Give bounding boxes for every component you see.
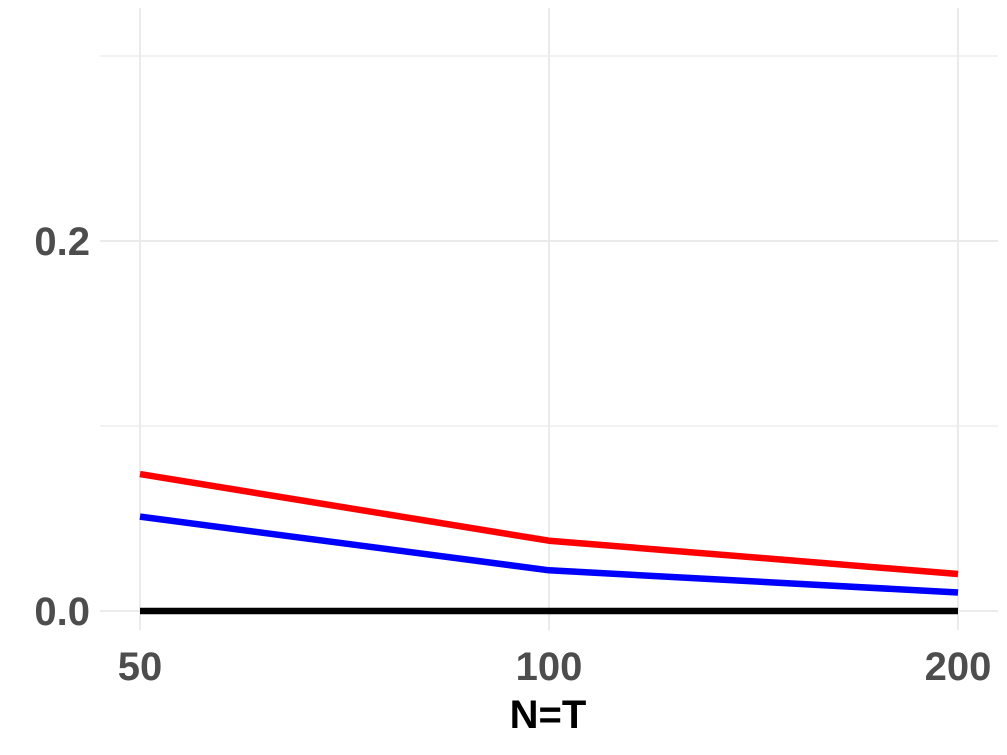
series-line-2 xyxy=(139,513,959,596)
x-axis-title: N=T xyxy=(510,693,587,737)
y-tick-label: 0.0 xyxy=(34,590,90,634)
series-line-1 xyxy=(139,470,959,578)
x-tick-label: 100 xyxy=(516,645,583,689)
grid xyxy=(100,8,998,630)
y-axis-ticks: 0.0 0.2 xyxy=(34,220,90,634)
x-tick-label: 50 xyxy=(118,645,163,689)
series-lines xyxy=(139,470,959,615)
x-axis-ticks: 50 100 200 xyxy=(118,645,992,689)
x-tick-label: 200 xyxy=(925,645,992,689)
y-tick-label: 0.2 xyxy=(34,220,90,264)
